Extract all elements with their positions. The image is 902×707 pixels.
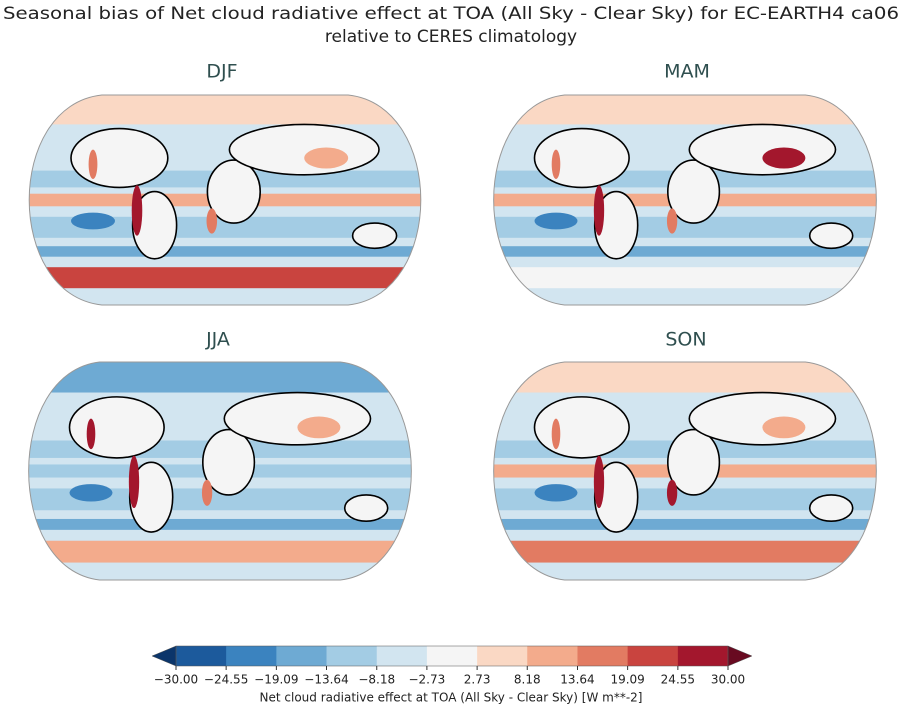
- band: [28, 540, 412, 563]
- colorbar-tick-label: 13.64: [560, 673, 594, 687]
- blob: [69, 484, 113, 502]
- land: [206, 159, 262, 224]
- band: [493, 362, 877, 393]
- land: [343, 494, 389, 522]
- map-outline: [28, 361, 412, 581]
- blob: [128, 455, 140, 509]
- colorbar-tick-label: −30.00: [154, 673, 198, 687]
- map-outline: [28, 94, 422, 306]
- colorbar-tick-label: 2.73: [464, 673, 491, 687]
- colorbar-tick-label: −19.09: [254, 673, 298, 687]
- colorbar-label: Net cloud radiative effect at TOA (All S…: [260, 691, 643, 705]
- map-panel: [493, 362, 877, 580]
- colorbar-segment: [276, 646, 328, 666]
- figure-subtitle: relative to CERES climatology: [325, 27, 577, 47]
- land: [808, 494, 854, 522]
- blob: [86, 418, 96, 450]
- colorbar-tick-label: 19.09: [610, 673, 644, 687]
- colorbar-tick-label: 8.18: [514, 673, 541, 687]
- band: [493, 246, 877, 257]
- band: [29, 216, 421, 238]
- map-outline: [493, 361, 877, 581]
- land: [202, 428, 256, 496]
- land: [131, 190, 178, 260]
- band: [493, 216, 877, 238]
- blob: [206, 208, 218, 234]
- band: [28, 362, 412, 393]
- blob: [551, 149, 561, 179]
- colorbar-segment: [376, 646, 428, 666]
- band: [493, 488, 877, 511]
- map-panel: [493, 95, 877, 305]
- colorbar-segment: [326, 646, 378, 666]
- band: [493, 95, 877, 125]
- blob: [88, 149, 98, 179]
- land: [808, 222, 854, 250]
- land: [223, 391, 372, 446]
- band: [28, 488, 412, 511]
- land: [533, 127, 630, 189]
- blob: [534, 212, 578, 230]
- panel-title: SON: [665, 329, 706, 351]
- colorbar-segment: [426, 646, 478, 666]
- blob: [762, 147, 806, 169]
- colorbar-segment: [627, 646, 679, 666]
- colorbar-extend-high: [727, 645, 753, 667]
- colorbar-segment: [226, 646, 277, 666]
- blob: [666, 208, 678, 234]
- blob: [304, 147, 349, 169]
- panel-title: DJF: [206, 61, 237, 83]
- colorbar-segment: [527, 646, 578, 666]
- land: [666, 159, 721, 224]
- colorbar-tick-label: 30.00: [711, 673, 745, 687]
- colorbar-frame: [175, 645, 729, 667]
- land: [593, 190, 639, 260]
- land: [533, 396, 630, 459]
- colorbar-segment: [677, 646, 729, 666]
- colorbar-tick-label: −24.55: [204, 673, 248, 687]
- colorbar-tick-label: −8.18: [358, 673, 395, 687]
- blob: [762, 416, 806, 439]
- colorbar-tick-label: 24.55: [661, 673, 695, 687]
- blob: [131, 185, 143, 236]
- land: [351, 222, 398, 250]
- land: [228, 123, 380, 176]
- figure-title: Seasonal bias of Net cloud radiative eff…: [3, 4, 899, 24]
- panel-title: JJA: [205, 329, 230, 351]
- panel-title: MAM: [664, 61, 710, 83]
- map-panel: [29, 95, 421, 305]
- colorbar-segment: [176, 646, 227, 666]
- colorbar-segment: [477, 646, 528, 666]
- band: [29, 95, 421, 125]
- land: [666, 428, 721, 496]
- land: [70, 127, 169, 189]
- blob: [71, 212, 115, 230]
- land: [128, 461, 174, 533]
- land: [593, 461, 639, 533]
- colorbar-tick-label: −2.73: [408, 673, 445, 687]
- map-panel: [28, 362, 412, 580]
- blob: [593, 185, 605, 236]
- map-outline: [493, 94, 877, 306]
- blob: [551, 418, 561, 450]
- blob: [297, 416, 341, 439]
- land: [688, 391, 837, 446]
- band: [28, 518, 412, 530]
- colorbar-segment: [577, 646, 629, 666]
- blob: [666, 479, 678, 506]
- colorbar-tick-label: −13.64: [304, 673, 348, 687]
- colorbar-extend-low: [151, 645, 177, 667]
- blob: [201, 479, 213, 506]
- land: [68, 396, 165, 459]
- band: [29, 246, 421, 257]
- band: [493, 540, 877, 563]
- band: [493, 518, 877, 530]
- blob: [534, 484, 578, 502]
- band: [493, 267, 877, 289]
- band: [29, 267, 421, 289]
- blob: [593, 455, 605, 509]
- land: [688, 123, 837, 176]
